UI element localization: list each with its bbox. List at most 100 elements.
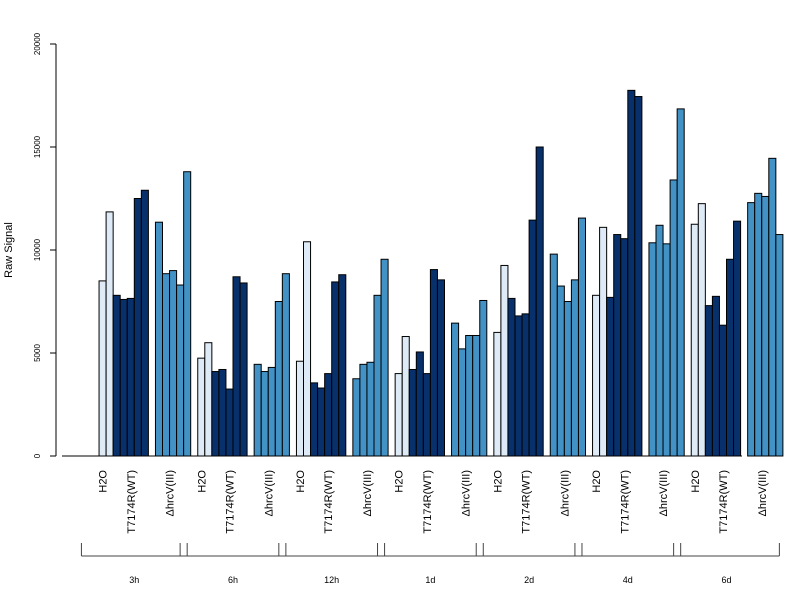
bar	[458, 348, 467, 457]
x-tick-label: T7174R(WT)	[225, 470, 237, 534]
bar	[352, 378, 361, 457]
x-tick-label: H2O	[98, 470, 110, 493]
bar	[126, 297, 135, 457]
bar	[606, 296, 615, 457]
bar	[570, 279, 579, 457]
bar	[634, 96, 643, 457]
x-tick-label: T7174R(WT)	[521, 470, 533, 534]
bar	[493, 331, 502, 457]
bar	[429, 269, 438, 457]
x-tick-label: ΔhrcV(III)	[165, 470, 177, 516]
x-tick-label: H2O	[394, 470, 406, 493]
bar	[380, 258, 389, 457]
bar	[592, 294, 601, 457]
time-point-label: 2d	[524, 575, 534, 585]
time-point-label: 6h	[228, 575, 238, 585]
bar	[176, 284, 185, 457]
bar	[754, 192, 763, 457]
bar	[331, 281, 340, 457]
bar	[366, 361, 375, 457]
bar	[500, 264, 509, 457]
bar	[119, 298, 128, 457]
x-tick-label: H2O	[690, 470, 702, 493]
time-point-label: 3h	[129, 575, 139, 585]
bar	[281, 273, 290, 457]
y-axis-label: Raw Signal	[3, 222, 15, 278]
x-tick-label: ΔhrcV(III)	[263, 470, 275, 516]
bar	[253, 363, 262, 457]
bar	[747, 202, 756, 457]
bar	[373, 294, 382, 457]
bar	[535, 146, 544, 457]
x-tick-label: T7174R(WT)	[422, 470, 434, 534]
bar	[112, 294, 121, 457]
bar	[197, 357, 206, 457]
bar	[239, 282, 248, 457]
bar	[514, 315, 523, 457]
bar	[154, 221, 163, 457]
x-tick-label: T7174R(WT)	[323, 470, 335, 534]
x-axis: H2O T7174R(WT) ΔhrcV(III) H2O T7174R(WT) Δhrc…	[62, 455, 769, 534]
time-point-axis: 3h 6h 12h 1d 2d 4d 6d	[80, 543, 780, 585]
time-point-label: 4d	[623, 575, 633, 585]
bar	[436, 279, 446, 457]
bar	[704, 305, 713, 457]
bar	[303, 241, 312, 457]
bar	[169, 270, 178, 457]
y-tick-label: 15000	[33, 135, 42, 158]
bar	[225, 388, 234, 457]
bar	[655, 224, 664, 457]
bar	[556, 285, 565, 457]
bar	[768, 157, 777, 457]
x-tick-label: H2O	[295, 470, 307, 493]
bar	[521, 313, 530, 457]
bar	[394, 373, 403, 457]
bar	[140, 189, 149, 457]
bar	[472, 334, 481, 457]
bar	[528, 219, 537, 457]
x-tick-label: T7174R(WT)	[126, 470, 138, 534]
x-tick-label: ΔhrcV(III)	[757, 470, 769, 516]
bar	[98, 280, 107, 457]
x-tick-label: ΔhrcV(III)	[461, 470, 473, 516]
y-tick-label: 0	[33, 453, 42, 458]
bars-layer	[98, 89, 784, 457]
x-tick-label: ΔhrcV(III)	[362, 470, 374, 516]
x-tick-label: H2O	[492, 470, 504, 493]
bar	[711, 295, 720, 457]
bar	[274, 301, 283, 457]
bar	[627, 89, 636, 457]
x-tick-label: ΔhrcV(III)	[658, 470, 670, 516]
bar	[549, 253, 558, 457]
bar	[317, 387, 326, 457]
bar	[401, 336, 410, 457]
bar	[676, 108, 685, 457]
bar	[338, 274, 347, 457]
bar	[211, 371, 220, 457]
bar	[204, 342, 213, 457]
x-tick-label: T7174R(WT)	[619, 470, 631, 534]
bar	[726, 258, 735, 457]
bar	[620, 238, 629, 457]
bar	[218, 368, 227, 457]
time-point-label: 6d	[721, 575, 731, 585]
time-point-label: 1d	[425, 575, 435, 585]
bar	[599, 226, 608, 457]
y-axis: 0 5000 10000 15000 20000	[33, 32, 57, 458]
bar	[563, 301, 572, 457]
bar	[507, 297, 516, 457]
bar	[415, 351, 424, 457]
bar	[295, 360, 305, 457]
bar	[133, 198, 142, 457]
bar	[669, 179, 678, 457]
bar	[690, 223, 699, 457]
bar	[577, 217, 587, 457]
bar	[324, 373, 333, 457]
bar	[408, 368, 417, 457]
bar	[105, 211, 114, 457]
bar	[479, 299, 488, 457]
y-tick-label: 20000	[33, 32, 42, 55]
bar	[232, 276, 241, 457]
x-tick-label: T7174R(WT)	[718, 470, 730, 534]
